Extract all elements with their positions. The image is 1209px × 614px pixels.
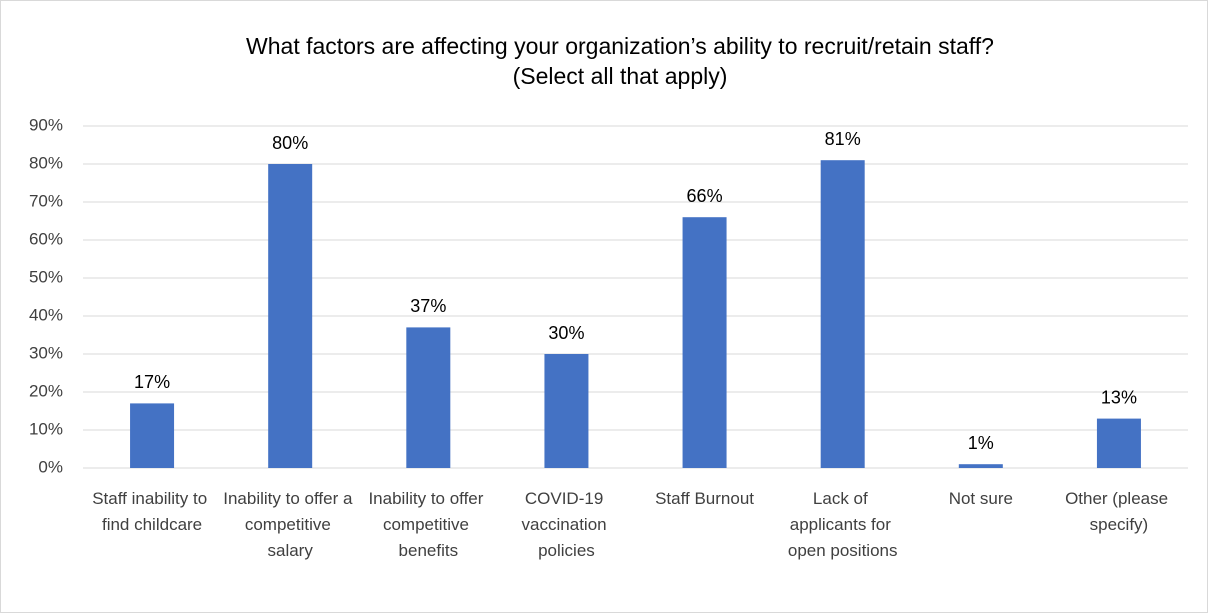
data-label: 37% (410, 296, 446, 316)
bar (130, 403, 175, 468)
x-tick-label: Inability to offer a competitive salary (223, 489, 357, 560)
data-label: 80% (272, 133, 308, 153)
x-tick-label: COVID-19 vaccination policies (522, 489, 612, 560)
chart-title: What factors are affecting your organiza… (246, 33, 994, 59)
y-tick-label: 0% (38, 457, 63, 476)
bar (268, 164, 313, 468)
data-label: 1% (968, 433, 994, 453)
y-tick-label: 30% (29, 343, 63, 362)
bar (1096, 418, 1141, 468)
bar (406, 327, 451, 468)
y-tick-label: 40% (29, 305, 63, 324)
x-tick-label: Lack of applicants for open positions (788, 489, 898, 560)
x-tick-label: Inability to offer competitive benefits (368, 489, 488, 560)
bar (820, 160, 865, 468)
data-label: 66% (687, 186, 723, 206)
data-label: 81% (825, 129, 861, 149)
bar (958, 464, 1003, 468)
chart-title: (Select all that apply) (513, 63, 728, 89)
y-tick-label: 60% (29, 229, 63, 248)
x-tick-label: Other (please specify) (1065, 489, 1173, 534)
x-tick-label: Staff inability to find childcare (92, 489, 212, 534)
data-label: 17% (134, 372, 170, 392)
x-tick-label: Staff Burnout (655, 489, 754, 508)
y-tick-label: 90% (29, 115, 63, 134)
data-label: 13% (1101, 387, 1137, 407)
bar (682, 217, 727, 468)
y-tick-label: 50% (29, 267, 63, 286)
y-tick-label: 10% (29, 419, 63, 438)
y-tick-label: 80% (29, 153, 63, 172)
data-label: 30% (548, 323, 584, 343)
bar (544, 354, 589, 468)
y-tick-label: 20% (29, 381, 63, 400)
y-tick-label: 70% (29, 191, 63, 210)
x-tick-label: Not sure (949, 489, 1013, 508)
